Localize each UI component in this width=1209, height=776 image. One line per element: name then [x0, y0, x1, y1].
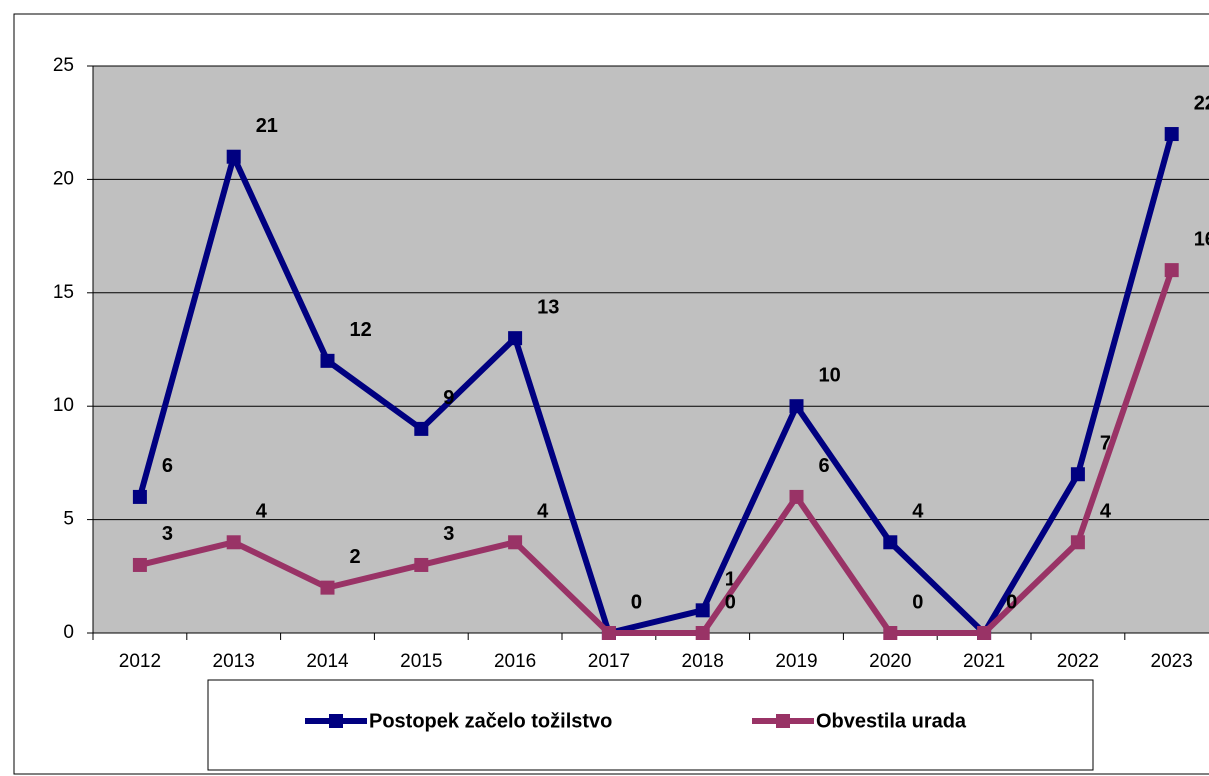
point-marker: [132, 489, 147, 504]
point-marker: [508, 331, 523, 346]
data-label: 3: [443, 523, 454, 545]
x-tick-label: 2017: [588, 651, 630, 672]
point-marker: [414, 557, 429, 572]
data-label: 4: [537, 501, 549, 523]
series-line: [139, 269, 1175, 636]
point-marker: [414, 421, 429, 436]
x-tick-label: 2016: [494, 651, 536, 672]
legend-label: Obvestila urada: [816, 710, 967, 732]
point-marker: [1164, 127, 1179, 142]
x-tick-label: 2020: [869, 651, 911, 672]
y-tick-label: 5: [63, 509, 74, 530]
x-tick-label: 2014: [306, 651, 349, 672]
plot-area: [92, 65, 1209, 634]
legend-marker: [776, 714, 790, 728]
data-label: 13: [537, 296, 559, 318]
point-marker: [508, 535, 523, 550]
x-tick-label: 2023: [1151, 651, 1193, 672]
data-label: 21: [256, 115, 278, 137]
data-label: 16: [1194, 228, 1209, 250]
data-label: 6: [162, 455, 173, 477]
point-marker: [695, 626, 710, 640]
data-label: 9: [443, 387, 454, 409]
legend: [207, 679, 1094, 771]
point-marker: [695, 603, 710, 618]
series-line: [137, 133, 1175, 636]
x-tick-label: 2018: [682, 651, 724, 672]
x-tick-label: 2015: [400, 651, 442, 672]
point-marker: [789, 399, 804, 414]
data-label: 6: [819, 455, 830, 477]
legend-marker: [329, 714, 343, 728]
data-label: 4: [912, 501, 924, 523]
x-tick-label: 2012: [119, 651, 161, 672]
point-marker: [1164, 263, 1179, 278]
point-marker: [320, 580, 335, 595]
point-marker: [789, 489, 804, 504]
point-marker: [977, 626, 992, 640]
x-tick-label: 2019: [775, 651, 817, 672]
point-marker: [1070, 467, 1085, 482]
data-label: 2: [350, 546, 361, 568]
data-label: 1: [725, 569, 736, 591]
data-label: 3: [162, 523, 173, 545]
point-marker: [1070, 535, 1085, 550]
point-marker: [320, 353, 335, 368]
data-label: 0: [631, 591, 642, 613]
data-label: 10: [819, 364, 841, 386]
data-label: 4: [1100, 501, 1112, 523]
data-label: 22: [1194, 92, 1209, 114]
point-marker: [601, 626, 616, 640]
point-marker: [883, 535, 898, 550]
y-tick-label: 20: [53, 168, 74, 189]
data-label: 0: [725, 591, 736, 613]
x-tick-label: 2021: [963, 651, 1005, 672]
x-tick-label: 2022: [1057, 651, 1099, 672]
y-tick-label: 25: [53, 55, 74, 76]
data-label: 4: [256, 501, 268, 523]
point-marker: [226, 149, 241, 164]
data-label: 0: [1006, 591, 1017, 613]
legend-label: Postopek začelo tožilstvo: [369, 710, 612, 732]
point-marker: [132, 557, 147, 572]
y-tick-label: 15: [53, 282, 74, 303]
point-marker: [226, 535, 241, 550]
data-label: 7: [1100, 433, 1111, 455]
data-label: 0: [631, 591, 642, 613]
x-tick-label: 2013: [213, 651, 255, 672]
point-marker: [883, 626, 898, 640]
data-label: 12: [350, 319, 372, 341]
y-tick-label: 0: [63, 622, 74, 643]
y-tick-label: 10: [53, 395, 74, 416]
data-label: 0: [912, 591, 923, 613]
